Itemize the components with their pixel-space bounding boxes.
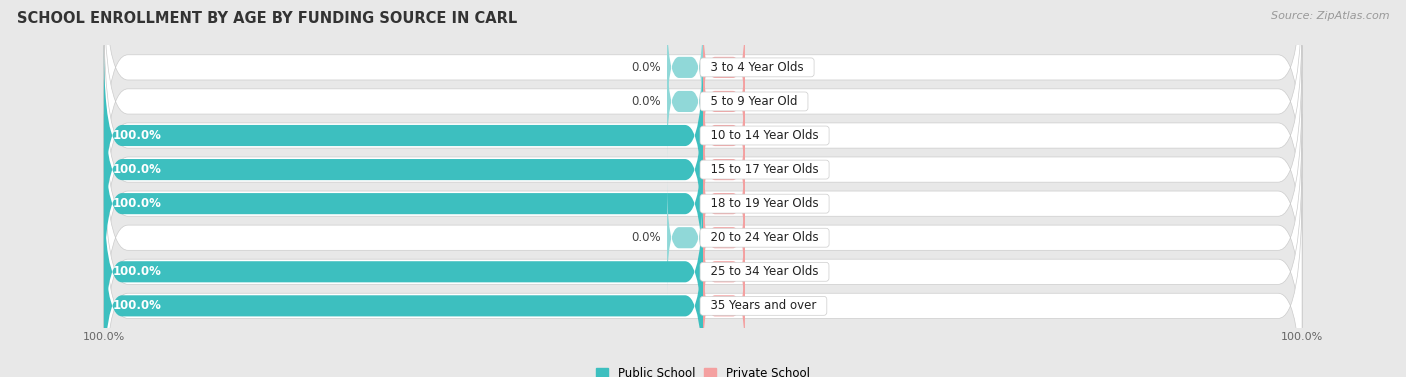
FancyBboxPatch shape bbox=[703, 112, 745, 227]
FancyBboxPatch shape bbox=[104, 80, 1302, 327]
Text: 0.0%: 0.0% bbox=[631, 95, 661, 108]
FancyBboxPatch shape bbox=[104, 46, 1302, 293]
Text: 5 to 9 Year Old: 5 to 9 Year Old bbox=[703, 95, 806, 108]
Text: 0.0%: 0.0% bbox=[631, 231, 661, 244]
Text: 100.0%: 100.0% bbox=[112, 299, 162, 313]
Text: SCHOOL ENROLLMENT BY AGE BY FUNDING SOURCE IN CARL: SCHOOL ENROLLMENT BY AGE BY FUNDING SOUR… bbox=[17, 11, 517, 26]
FancyBboxPatch shape bbox=[104, 78, 703, 261]
FancyBboxPatch shape bbox=[666, 10, 703, 125]
FancyBboxPatch shape bbox=[703, 146, 745, 261]
Text: 3 to 4 Year Olds: 3 to 4 Year Olds bbox=[703, 61, 811, 74]
Text: 0.0%: 0.0% bbox=[631, 61, 661, 74]
Text: 0.0%: 0.0% bbox=[751, 197, 780, 210]
Text: Source: ZipAtlas.com: Source: ZipAtlas.com bbox=[1271, 11, 1389, 21]
Text: 0.0%: 0.0% bbox=[751, 95, 780, 108]
FancyBboxPatch shape bbox=[104, 148, 1302, 377]
Text: 100.0%: 100.0% bbox=[112, 163, 162, 176]
FancyBboxPatch shape bbox=[703, 10, 745, 125]
FancyBboxPatch shape bbox=[104, 214, 703, 377]
FancyBboxPatch shape bbox=[104, 112, 703, 295]
Text: 18 to 19 Year Olds: 18 to 19 Year Olds bbox=[703, 197, 827, 210]
Text: 25 to 34 Year Olds: 25 to 34 Year Olds bbox=[703, 265, 825, 278]
Text: 0.0%: 0.0% bbox=[751, 61, 780, 74]
Text: 10 to 14 Year Olds: 10 to 14 Year Olds bbox=[703, 129, 827, 142]
FancyBboxPatch shape bbox=[104, 44, 703, 227]
FancyBboxPatch shape bbox=[703, 78, 745, 193]
Text: 0.0%: 0.0% bbox=[751, 299, 780, 313]
FancyBboxPatch shape bbox=[703, 248, 745, 363]
FancyBboxPatch shape bbox=[666, 180, 703, 295]
FancyBboxPatch shape bbox=[703, 214, 745, 329]
Text: 100.0%: 100.0% bbox=[112, 265, 162, 278]
Text: 20 to 24 Year Olds: 20 to 24 Year Olds bbox=[703, 231, 827, 244]
FancyBboxPatch shape bbox=[104, 114, 1302, 362]
Text: 100.0%: 100.0% bbox=[112, 197, 162, 210]
FancyBboxPatch shape bbox=[104, 0, 1302, 225]
FancyBboxPatch shape bbox=[703, 44, 745, 159]
Legend: Public School, Private School: Public School, Private School bbox=[592, 362, 814, 377]
FancyBboxPatch shape bbox=[104, 180, 703, 363]
FancyBboxPatch shape bbox=[666, 44, 703, 159]
Text: 0.0%: 0.0% bbox=[751, 231, 780, 244]
Text: 35 Years and over: 35 Years and over bbox=[703, 299, 824, 313]
Text: 0.0%: 0.0% bbox=[751, 265, 780, 278]
FancyBboxPatch shape bbox=[104, 0, 1302, 191]
Text: 100.0%: 100.0% bbox=[112, 129, 162, 142]
FancyBboxPatch shape bbox=[104, 182, 1302, 377]
Text: 0.0%: 0.0% bbox=[751, 129, 780, 142]
Text: 0.0%: 0.0% bbox=[751, 163, 780, 176]
FancyBboxPatch shape bbox=[104, 12, 1302, 259]
Text: 15 to 17 Year Olds: 15 to 17 Year Olds bbox=[703, 163, 827, 176]
FancyBboxPatch shape bbox=[703, 180, 745, 295]
